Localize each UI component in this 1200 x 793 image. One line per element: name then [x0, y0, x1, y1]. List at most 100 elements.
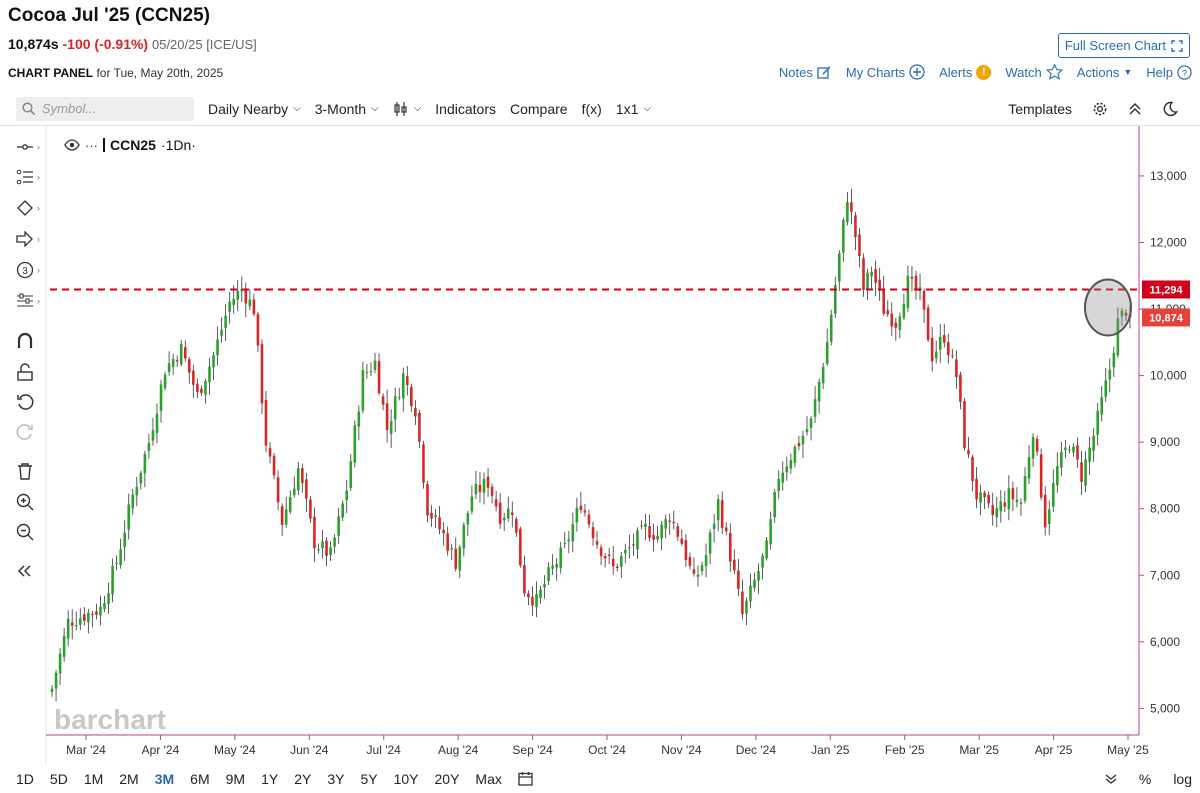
undo-icon: [17, 394, 34, 410]
notes-link[interactable]: Notes: [779, 65, 832, 80]
eye-icon[interactable]: [64, 139, 80, 151]
collapse-tools-button[interactable]: [16, 560, 42, 582]
arrow-tool[interactable]: ›: [16, 228, 42, 250]
range-6m[interactable]: 6M: [190, 770, 210, 787]
candle-body: [628, 547, 631, 549]
calendar-icon[interactable]: [518, 771, 533, 786]
range-20y[interactable]: 20Y: [434, 770, 460, 787]
candle-body: [793, 446, 797, 463]
candle-body: [850, 202, 853, 212]
magnet-tool[interactable]: [16, 330, 42, 352]
candle-body: [454, 548, 458, 569]
range-9m[interactable]: 9M: [225, 770, 246, 787]
chevron-down-icon: ⌵: [371, 103, 379, 114]
candle-body: [381, 396, 385, 405]
chart-legend[interactable]: ··· CCN25 ·1Dn·: [64, 137, 196, 153]
shape-tool[interactable]: ›: [16, 197, 42, 219]
candle-body: [236, 290, 240, 300]
nearby-dropdown[interactable]: Daily Nearby ⌵: [208, 100, 301, 117]
range-2y[interactable]: 2Y: [294, 770, 312, 787]
candle-body: [62, 635, 66, 657]
candle-body: [1068, 449, 1071, 451]
chart-type-dropdown[interactable]: ⌵: [393, 101, 422, 117]
candle-body: [971, 456, 974, 482]
candle-body: [292, 488, 296, 496]
candle-body: [712, 523, 716, 529]
candle-body: [1124, 312, 1128, 316]
moon-icon[interactable]: [1162, 101, 1178, 117]
price-chart[interactable]: barchart 13,00012,00011,00010,0009,0008,…: [0, 126, 1200, 764]
watch-link[interactable]: Watch: [1005, 64, 1063, 80]
range-max[interactable]: Max: [475, 770, 502, 787]
range-5d[interactable]: 5D: [49, 770, 68, 787]
candle-body: [1011, 488, 1015, 500]
candle-body: [482, 479, 486, 493]
range-1y[interactable]: 1Y: [261, 770, 279, 787]
magnet-icon: [17, 332, 33, 348]
candle-body: [1047, 509, 1051, 524]
range-3y[interactable]: 3Y: [327, 770, 345, 787]
chevron-down-icon: ⌵: [643, 103, 651, 114]
actions-menu[interactable]: Actions ▼: [1076, 64, 1133, 80]
candle-body: [111, 565, 114, 595]
candle-body: [422, 444, 425, 483]
candle-body: [58, 653, 62, 674]
candle-body: [692, 569, 696, 574]
full-screen-chart-button[interactable]: Full Screen Chart: [1057, 33, 1190, 58]
indicators-button[interactable]: Indicators: [435, 100, 496, 117]
symbol-search-input[interactable]: Symbol...: [16, 96, 194, 121]
chevron-right-icon: ›: [37, 142, 40, 152]
candle-body: [854, 215, 857, 238]
templates-button[interactable]: Templates: [1008, 101, 1072, 117]
zoom-out-button[interactable]: [16, 521, 42, 543]
zoom-in-button[interactable]: [16, 491, 42, 513]
more-icon[interactable]: ···: [85, 137, 98, 153]
range-1m[interactable]: 1M: [83, 770, 104, 787]
line-tool[interactable]: ›: [16, 136, 42, 158]
double-chevron-down-icon[interactable]: [1105, 773, 1117, 785]
compare-button[interactable]: Compare: [509, 100, 568, 117]
candle-body: [1120, 310, 1124, 317]
range-1d[interactable]: 1D: [16, 770, 34, 787]
help-link[interactable]: Help ?: [1146, 65, 1192, 80]
lock-tool[interactable]: [16, 361, 42, 383]
chevron-down-icon: ⌵: [413, 103, 422, 114]
redo-button[interactable]: [16, 421, 42, 443]
candle-body: [910, 276, 914, 279]
layout-dropdown[interactable]: 1x1 ⌵: [615, 100, 651, 117]
candle-body: [708, 532, 712, 554]
candle-body: [878, 279, 881, 290]
candle-body: [232, 298, 235, 305]
alerts-link[interactable]: Alerts !: [939, 64, 992, 80]
range-10y[interactable]: 10Y: [393, 770, 419, 787]
my-charts-link[interactable]: My Charts: [846, 64, 925, 80]
candle-body: [825, 342, 829, 364]
fib-tool[interactable]: ›: [16, 166, 42, 188]
candle-body: [583, 510, 587, 513]
range-2m[interactable]: 2M: [119, 770, 139, 787]
candle-body: [547, 567, 550, 581]
collapse-up-icon[interactable]: [1128, 102, 1142, 116]
undo-button[interactable]: [16, 391, 42, 413]
range-3m[interactable]: 3M: [154, 770, 175, 787]
percent-toggle[interactable]: %: [1138, 770, 1152, 787]
log-toggle[interactable]: log: [1173, 770, 1192, 787]
gear-icon[interactable]: [1092, 101, 1108, 117]
candle-body: [264, 399, 268, 446]
last-price-label: 10,874: [1149, 312, 1184, 324]
number-tool[interactable]: 3 ›: [16, 259, 42, 281]
candle-body: [704, 555, 708, 567]
full-screen-label: Full Screen Chart: [1064, 38, 1166, 53]
svg-text:?: ?: [1182, 68, 1187, 78]
delete-button[interactable]: [16, 460, 42, 482]
candle-body: [640, 525, 643, 527]
x-tick-label: Dec '24: [736, 743, 777, 757]
period-dropdown[interactable]: 3-Month ⌵: [314, 100, 379, 117]
highlight-circle[interactable]: [1084, 278, 1132, 337]
range-5y[interactable]: 5Y: [360, 770, 378, 787]
candle-body: [619, 556, 623, 567]
candle-body: [450, 548, 454, 550]
candle-body: [866, 272, 869, 289]
measure-tool[interactable]: ›: [16, 290, 42, 312]
function-button[interactable]: f(x): [581, 100, 602, 117]
